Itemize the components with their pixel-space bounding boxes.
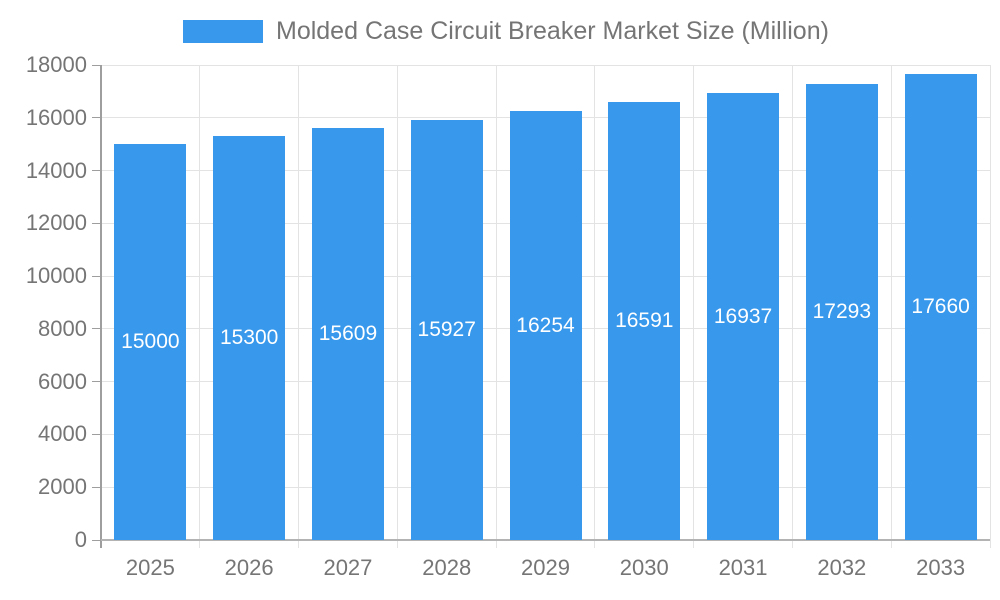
x-axis-label: 2029 <box>521 555 570 580</box>
x-axis-label: 2030 <box>619 555 669 580</box>
x-axis-label: 2031 <box>718 555 768 580</box>
x-gridline <box>396 65 398 548</box>
y-axis-label: 0 <box>74 527 87 552</box>
y-axis-tick <box>92 170 100 172</box>
y-axis-tick <box>92 275 100 277</box>
x-gridline <box>199 65 201 548</box>
bar-value-label: 17293 <box>812 299 872 323</box>
bar <box>114 144 187 540</box>
x-axis-label: 2032 <box>817 555 867 580</box>
x-gridline <box>298 65 300 548</box>
y-axis-line <box>100 65 102 548</box>
y-axis-tick <box>92 222 100 224</box>
bar <box>707 93 780 540</box>
x-axis-label: 2027 <box>323 555 373 580</box>
y-axis-tick <box>92 328 100 330</box>
y-axis-label: 16000 <box>25 104 87 130</box>
y-axis-label: 14000 <box>25 157 87 183</box>
bar <box>509 111 582 540</box>
y-axis-tick <box>92 117 100 119</box>
y-axis-tick <box>92 486 100 488</box>
x-gridline <box>693 65 695 548</box>
bar <box>904 73 977 540</box>
y-axis-label: 8000 <box>38 315 87 341</box>
bar-value-label: 15927 <box>417 317 476 341</box>
y-axis-label: 10000 <box>25 263 87 289</box>
x-gridline <box>890 65 892 548</box>
bar-value-label: 16254 <box>516 313 575 337</box>
bar <box>410 119 483 540</box>
legend-label: Molded Case Circuit Breaker Market Size … <box>276 17 829 45</box>
x-axis-label: 2026 <box>224 555 274 580</box>
bar <box>805 83 878 540</box>
y-axis-tick <box>92 433 100 435</box>
x-axis-label: 2033 <box>916 555 966 580</box>
x-gridline <box>791 65 793 548</box>
y-axis-tick <box>92 381 100 383</box>
bar <box>213 136 286 540</box>
bar-value-label: 16937 <box>713 304 773 328</box>
x-axis-line <box>101 539 990 541</box>
x-gridline <box>594 65 596 548</box>
x-axis-label: 2028 <box>422 555 472 580</box>
bar-value-label: 16591 <box>615 309 674 333</box>
bar <box>311 128 384 540</box>
bar-value-label: 17660 <box>911 294 970 318</box>
y-axis-label: 4000 <box>38 421 87 447</box>
legend-item[interactable]: Molded Case Circuit Breaker Market Size … <box>183 17 829 46</box>
y-gridline <box>101 64 990 66</box>
y-axis-tick <box>92 64 100 66</box>
y-axis-label: 2000 <box>38 474 87 500</box>
y-axis-tick <box>92 539 100 541</box>
bar-value-label: 15609 <box>318 322 378 346</box>
x-axis-label: 2025 <box>125 555 175 580</box>
bar-value-label: 15300 <box>219 326 279 350</box>
bar <box>608 102 681 540</box>
y-axis-label: 12000 <box>25 210 87 236</box>
y-axis-label: 6000 <box>38 368 87 394</box>
y-axis-label: 18000 <box>25 52 87 77</box>
x-gridline <box>989 65 991 548</box>
x-gridline <box>495 65 497 548</box>
legend-swatch <box>183 20 263 43</box>
bar-value-label: 15000 <box>121 330 180 354</box>
